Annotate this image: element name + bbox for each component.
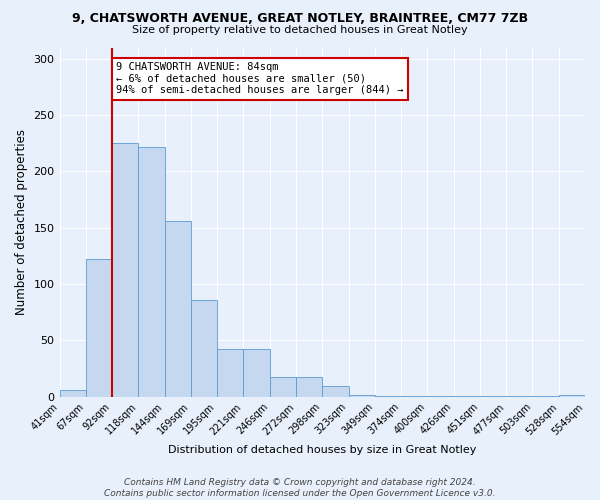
Bar	[480, 396, 506, 397]
Bar	[59, 390, 86, 397]
Bar	[401, 396, 427, 397]
Bar	[164, 221, 191, 397]
Bar	[427, 396, 454, 397]
Bar	[349, 394, 375, 397]
X-axis label: Distribution of detached houses by size in Great Notley: Distribution of detached houses by size …	[168, 445, 476, 455]
Bar	[270, 376, 296, 397]
Bar	[506, 396, 532, 397]
Y-axis label: Number of detached properties: Number of detached properties	[15, 129, 28, 315]
Text: Size of property relative to detached houses in Great Notley: Size of property relative to detached ho…	[132, 25, 468, 35]
Bar	[375, 396, 401, 397]
Text: 9, CHATSWORTH AVENUE, GREAT NOTLEY, BRAINTREE, CM77 7ZB: 9, CHATSWORTH AVENUE, GREAT NOTLEY, BRAI…	[72, 12, 528, 26]
Bar	[191, 300, 217, 397]
Bar	[559, 394, 585, 397]
Bar	[86, 260, 112, 397]
Bar	[244, 350, 270, 397]
Text: Contains HM Land Registry data © Crown copyright and database right 2024.
Contai: Contains HM Land Registry data © Crown c…	[104, 478, 496, 498]
Bar	[139, 146, 164, 397]
Bar	[532, 396, 559, 397]
Bar	[296, 376, 322, 397]
Text: 9 CHATSWORTH AVENUE: 84sqm
← 6% of detached houses are smaller (50)
94% of semi-: 9 CHATSWORTH AVENUE: 84sqm ← 6% of detac…	[116, 62, 404, 96]
Bar	[217, 350, 244, 397]
Bar	[454, 396, 480, 397]
Bar	[112, 144, 139, 397]
Bar	[322, 386, 349, 397]
